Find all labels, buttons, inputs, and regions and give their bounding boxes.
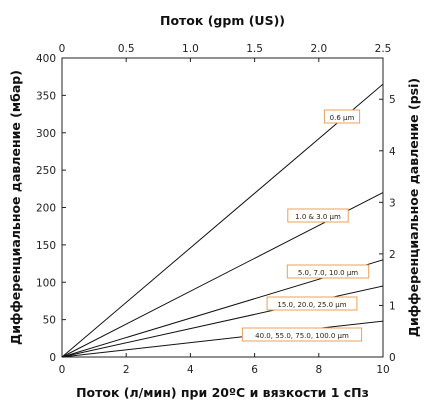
y-tick-label: 150 bbox=[36, 240, 56, 252]
y-tick-label: 250 bbox=[36, 165, 56, 177]
x-tick-label: 2 bbox=[123, 364, 130, 376]
x2-tick-label: 2.5 bbox=[375, 43, 392, 55]
x2-tick-label: 1.0 bbox=[182, 43, 199, 55]
y-tick-label: 400 bbox=[36, 53, 56, 65]
y-tick-label: 350 bbox=[36, 90, 56, 102]
x2-tick-label: 0 bbox=[59, 43, 66, 55]
x2-tick-label: 2.0 bbox=[310, 43, 327, 55]
y2-tick-label: 1 bbox=[389, 300, 396, 312]
series-label: 5.0, 7.0, 10.0 µm bbox=[298, 269, 358, 277]
y-tick-label: 0 bbox=[49, 352, 56, 364]
y2-tick-label: 5 bbox=[389, 94, 396, 106]
series-label-box bbox=[287, 208, 349, 223]
series-line bbox=[61, 83, 384, 358]
series-label: 15.0, 20.0, 25.0 µm bbox=[277, 301, 346, 309]
x-tick-label: 4 bbox=[187, 364, 194, 376]
y-axis-title: Дифференциальное давление (мбар) bbox=[8, 70, 23, 345]
y2-tick-label: 3 bbox=[389, 197, 396, 209]
series-line bbox=[61, 320, 384, 358]
x2-tick-label: 0.5 bbox=[118, 43, 135, 55]
plot-frame bbox=[61, 57, 384, 358]
y-tick-label: 100 bbox=[36, 277, 56, 289]
series-label-box bbox=[266, 296, 358, 311]
x-tick-label: 6 bbox=[251, 364, 258, 376]
series-label: 40.0, 55.0, 75.0, 100.0 µm bbox=[255, 332, 349, 340]
x-tick-label: 10 bbox=[376, 364, 389, 376]
series-label-box bbox=[323, 109, 361, 124]
x2-tick-label: 1.5 bbox=[246, 43, 263, 55]
x-tick-label: 0 bbox=[59, 364, 66, 376]
series-label-box bbox=[241, 327, 363, 342]
y-tick-label: 200 bbox=[36, 203, 56, 215]
series-label: 0.6 µm bbox=[330, 114, 355, 122]
y2-tick-label: 4 bbox=[389, 146, 396, 158]
y2-tick-label: 2 bbox=[389, 249, 396, 261]
series-label-box bbox=[286, 264, 370, 279]
axes: 0 2 4 6 8 100 0.5 1.0 1.5 2.0 2.505010015020025030… bbox=[36, 43, 396, 376]
x2-axis-title: Поток (gpm (US)) bbox=[160, 13, 285, 28]
series-labels: 0.6 µm 1.0 & 3.0 µm 5.0, 7.0, 10.0 µm 15.0,… bbox=[241, 109, 370, 342]
y2-tick-label: 0 bbox=[389, 352, 396, 364]
y2-axis-title: Дифференциальное давление (psi) bbox=[406, 78, 421, 337]
series-label: 1.0 & 3.0 µm bbox=[295, 213, 341, 221]
x-axis-title: Поток (л/мин) при 20ºC и вязкости 1 сПз bbox=[76, 385, 369, 400]
y-tick-label: 300 bbox=[36, 128, 56, 140]
x-tick-label: 8 bbox=[315, 364, 322, 376]
y-tick-label: 50 bbox=[43, 315, 56, 327]
